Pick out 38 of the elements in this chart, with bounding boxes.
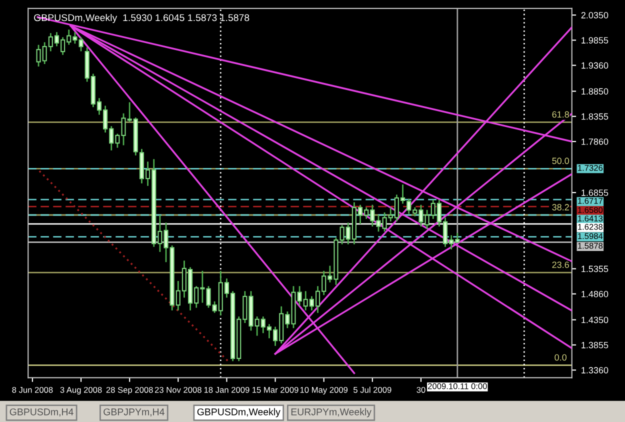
x-tick-label: 5 Jul 2009 [354,386,392,393]
ref-line-label: 2009.10.11 0:00 [428,383,487,390]
y-tick-label: 2.0350 [581,12,608,18]
x-tick-label: 8 Jun 2008 [12,386,53,393]
annotation: 23.6 [552,262,569,268]
ref-line-label: 1.6580 [578,207,603,213]
y-tick-label: 1.4860 [582,290,608,298]
ref-line-label: 1.6717 [578,198,602,204]
x-tick-label: 28 Sep 2008 [106,386,153,394]
annotation: 0.0 [554,354,567,361]
y-tick-label: 1.4350 [582,316,608,324]
x-tick-label: 30 [416,386,426,393]
y-tick-label: 1.3360 [582,367,608,374]
x-tick-label: 3 Aug 2008 [60,386,102,394]
annotation: 61.8 [552,111,569,118]
ref-line-label: 1.7326 [578,164,603,171]
text: GBPUSDm,H4 [10,408,74,416]
y-tick-label: 1.5355 [582,266,608,272]
text: GBPUSDm,Weekly [197,408,280,418]
text: EURJPYm,Weekly [291,408,372,418]
y-tick-label: 1.6855 [582,190,608,196]
text: GBPJPYm,H4 [104,408,164,416]
y-tick-label: 1.8355 [582,113,608,120]
y-tick-label: 1.3855 [582,342,608,348]
ref-line-label: 1.5878 [578,242,603,249]
x-tick-label: 10 May 2009 [300,386,348,394]
y-tick-label: 1.9360 [582,62,608,69]
y-tick-label: 1.7860 [582,138,608,145]
x-tick-label: 18 Jan 2009 [204,386,250,393]
x-tick-label: 23 Nov 2008 [154,386,202,393]
ref-line-label: 1.5984 [578,233,603,240]
ref-line-label: 1.6238 [578,224,603,230]
annotation: 38.2 [552,204,569,210]
y-tick-label: 1.8850 [582,88,608,95]
ref-line-label: 1.6413 [578,216,603,222]
y-tick-label: 1.9855 [582,37,608,44]
annotation: 50.0 [552,158,570,164]
x-tick-label: 15 Mar 2009 [252,386,298,393]
